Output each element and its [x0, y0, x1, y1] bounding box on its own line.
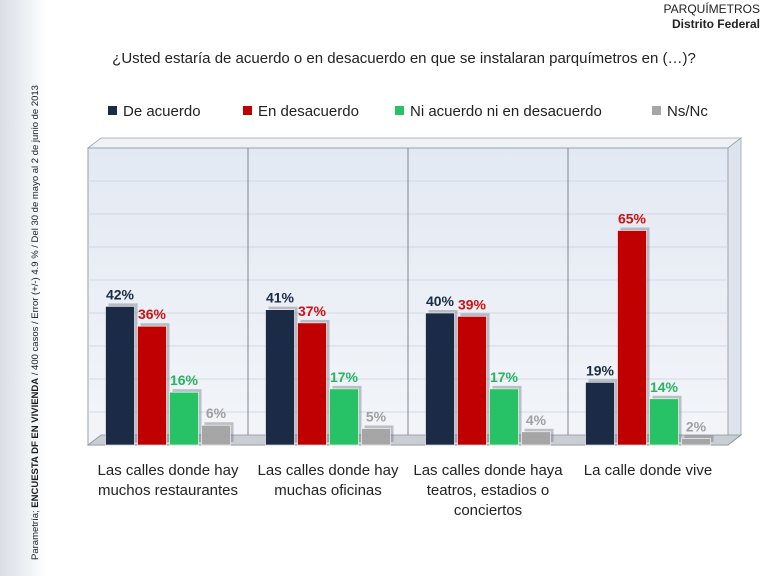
bar-de-acuerdo-2 — [265, 309, 295, 446]
value-label-ni-acuerdo-3: 17% — [490, 369, 519, 385]
category-label-2: Las calles donde hay muchas oficinas — [257, 462, 399, 499]
bars — [105, 227, 714, 446]
value-label-ns-nc-4: 2% — [686, 418, 707, 434]
value-label-de-acuerdo-2: 41% — [266, 290, 295, 306]
side-band — [0, 0, 46, 576]
bar-en-desacuerdo-1 — [137, 325, 167, 446]
legend-swatch-de-acuerdo — [108, 106, 117, 115]
value-label-ni-acuerdo-4: 14% — [650, 379, 679, 395]
value-label-ns-nc-1: 6% — [206, 405, 227, 421]
legend-label-en-desacuerdo: En desacuerdo — [258, 103, 359, 120]
bar-ns-nc-1 — [201, 424, 231, 446]
category-label-3: Las calles donde haya teatros, estadios … — [413, 462, 563, 519]
bar-ni-acuerdo-2 — [329, 388, 359, 446]
header-region: Distrito Federal — [671, 17, 760, 31]
legend-label-ni-acuerdo: Ni acuerdo ni en desacuerdo — [410, 103, 602, 120]
plot-top-face — [86, 137, 743, 149]
bar-ns-nc-4 — [681, 438, 711, 446]
category-label-1: Las calles donde hay muchos restaurantes — [97, 462, 239, 499]
legend-swatch-ns-nc — [652, 106, 661, 115]
chart-title: ¿Usted estaría de acuerdo o en desacuerd… — [112, 50, 696, 67]
bar-ni-acuerdo-3 — [489, 388, 519, 446]
legend-swatch-en-desacuerdo — [243, 106, 252, 115]
bar-en-desacuerdo-3 — [457, 315, 487, 446]
bar-de-acuerdo-4 — [585, 381, 615, 446]
header-topic: PARQUÍMETROS — [663, 2, 760, 16]
bar-ns-nc-2 — [361, 428, 391, 446]
value-label-ni-acuerdo-2: 17% — [330, 369, 359, 385]
value-label-en-desacuerdo-4: 65% — [618, 211, 647, 227]
value-label-ns-nc-2: 5% — [366, 409, 387, 425]
value-label-en-desacuerdo-2: 37% — [298, 303, 327, 319]
value-label-ni-acuerdo-1: 16% — [170, 372, 199, 388]
bar-ni-acuerdo-1 — [169, 391, 199, 446]
value-label-ns-nc-3: 4% — [526, 412, 547, 428]
category-panels — [247, 148, 569, 445]
legend-label-ns-nc: Ns/Nc — [667, 103, 708, 120]
category-label-4: La calle donde vive — [583, 462, 713, 479]
legend-label-de-acuerdo: De acuerdo — [123, 103, 201, 120]
value-label-en-desacuerdo-3: 39% — [458, 296, 487, 312]
value-label-de-acuerdo-4: 19% — [586, 362, 615, 378]
plot-right-face — [727, 137, 742, 446]
legend-item-en-desacuerdo: En desacuerdo — [243, 103, 359, 120]
value-label-de-acuerdo-3: 40% — [426, 293, 455, 309]
legend-swatch-ni-acuerdo — [395, 106, 404, 115]
value-label-en-desacuerdo-1: 36% — [138, 306, 167, 322]
value-labels: 42%36% 16% 6% 41%37% 17% 5% 40% 39% 17% 4% 19% 65% 1… — [106, 211, 707, 435]
bar-ns-nc-3 — [521, 431, 551, 446]
bar-ni-acuerdo-4 — [649, 398, 679, 446]
legend-item-ni-acuerdo: Ni acuerdo ni en desacuerdo — [395, 103, 602, 120]
bar-en-desacuerdo-4 — [617, 230, 647, 446]
legend-item-ns-nc: Ns/Nc — [652, 103, 708, 120]
bar-de-acuerdo-1 — [105, 306, 135, 446]
value-label-de-acuerdo-1: 42% — [106, 286, 135, 302]
bar-de-acuerdo-3 — [425, 312, 455, 446]
legend-item-de-acuerdo: De acuerdo — [108, 103, 201, 120]
bar-en-desacuerdo-2 — [297, 322, 327, 446]
